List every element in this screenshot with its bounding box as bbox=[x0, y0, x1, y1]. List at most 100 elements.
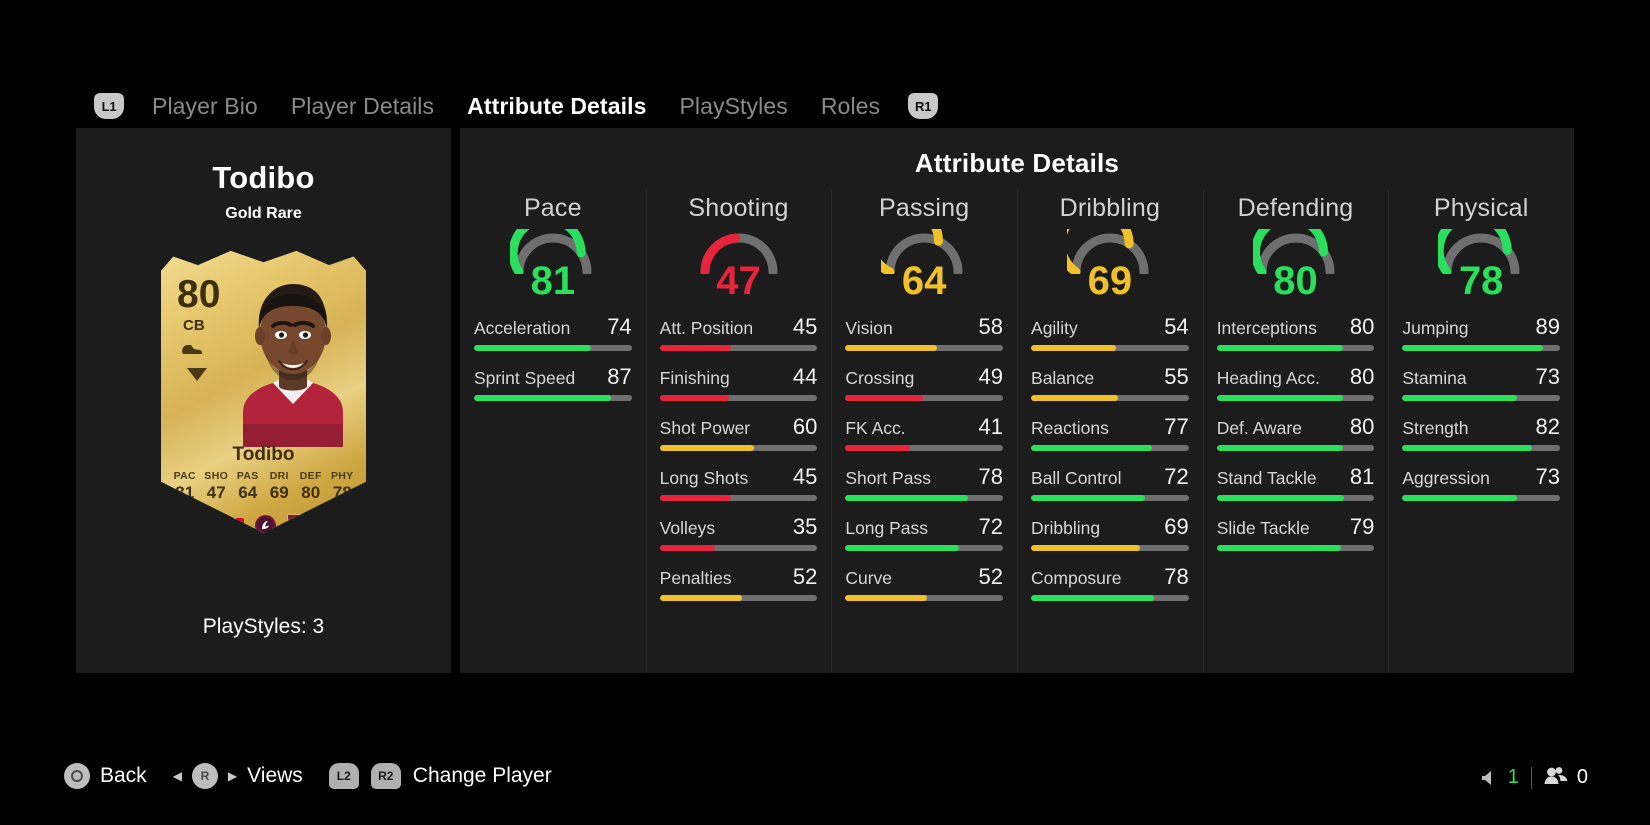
attribute-label: Short Pass bbox=[845, 468, 931, 488]
overall-value: 80 bbox=[1273, 259, 1318, 303]
attribute-label: Penalties bbox=[659, 568, 732, 588]
attribute-item: Shot Power 60 bbox=[659, 414, 818, 451]
attribute-value: 52 bbox=[792, 564, 818, 589]
attribute-bar-track bbox=[1216, 345, 1375, 351]
l1-bumper-icon: L1 bbox=[94, 93, 124, 119]
attribute-value: 89 bbox=[1535, 314, 1561, 339]
attribute-bar-track bbox=[1031, 545, 1189, 551]
attribute-bar-fill bbox=[659, 545, 715, 551]
divider bbox=[1530, 766, 1532, 789]
attribute-bar-track bbox=[845, 545, 1004, 551]
attribute-value: 77 bbox=[1164, 414, 1189, 439]
attribute-bar-track bbox=[1031, 445, 1189, 451]
attribute-bar-track bbox=[1402, 445, 1561, 451]
views-button[interactable]: ◀ R ▶ Views bbox=[173, 763, 303, 789]
attribute-value: 87 bbox=[607, 364, 632, 389]
player-item-card[interactable]: 80 CB bbox=[161, 250, 366, 533]
attribute-item: Ball Control 72 bbox=[1031, 464, 1189, 501]
speaker-icon bbox=[1479, 768, 1499, 788]
attribute-bar-fill bbox=[1216, 445, 1343, 451]
attribute-bar-fill bbox=[1216, 545, 1342, 551]
attribute-label: Def. Aware bbox=[1216, 418, 1302, 438]
nation-flag-icon bbox=[219, 517, 244, 533]
attribute-bar-track bbox=[659, 495, 818, 501]
attribute-bar-fill bbox=[659, 495, 731, 501]
attribute-column-defending: Defending 80 Interceptions 80 Heading Acc. 80… bbox=[1202, 190, 1389, 673]
attribute-bar-track bbox=[1216, 445, 1375, 451]
attribute-bar-track bbox=[1402, 495, 1561, 501]
back-button[interactable]: Back bbox=[64, 763, 147, 789]
attribute-label: Composure bbox=[1031, 568, 1122, 588]
column-title: Dribbling bbox=[1059, 194, 1161, 222]
attribute-value: 78 bbox=[978, 464, 1004, 489]
attribute-item: Slide Tackle 79 bbox=[1216, 514, 1375, 551]
playstyles-count: PlayStyles: 3 bbox=[202, 615, 325, 638]
player-rarity: Gold Rare bbox=[225, 205, 302, 222]
attribute-value: 72 bbox=[1164, 464, 1189, 489]
attribute-bar-track bbox=[659, 395, 818, 401]
attribute-bar-fill bbox=[1402, 445, 1532, 451]
attribute-column-pace: Pace 81 Acceleration 74 Sprint Speed 87 bbox=[460, 190, 646, 673]
attribute-label: Sprint Speed bbox=[474, 368, 576, 388]
club-crest-icon: WEST HAM bbox=[286, 514, 308, 533]
attribute-bar-track bbox=[1031, 595, 1189, 601]
attribute-value: 45 bbox=[792, 464, 818, 489]
attribute-bar-track bbox=[1216, 545, 1375, 551]
attribute-value: 74 bbox=[607, 314, 632, 339]
card-stat: PHY 78 bbox=[331, 470, 354, 502]
attribute-bar-track bbox=[474, 345, 632, 351]
attribute-label: Agility bbox=[1031, 318, 1078, 338]
attribute-bar-track bbox=[845, 345, 1004, 351]
r2-trigger-icon: R2 bbox=[370, 763, 401, 789]
attribute-label: Jumping bbox=[1402, 318, 1469, 338]
tab-attribute-details[interactable]: Attribute Details bbox=[467, 92, 647, 119]
overall-value: 47 bbox=[716, 259, 761, 303]
attribute-item: Balance 55 bbox=[1031, 364, 1189, 401]
attribute-item: Def. Aware 80 bbox=[1216, 414, 1375, 451]
attribute-bar-track bbox=[1402, 395, 1561, 401]
tab-player-details[interactable]: Player Details bbox=[290, 92, 435, 119]
attribute-column-physical: Physical 78 Jumping 89 Stamina 73 Strength 82 Ag… bbox=[1388, 190, 1574, 673]
tab-roles[interactable]: Roles bbox=[820, 92, 881, 119]
attribute-bar-fill bbox=[1031, 545, 1140, 551]
attribute-label: Aggression bbox=[1402, 468, 1490, 488]
change-player-label: Change Player bbox=[412, 764, 552, 787]
attribute-label: Long Pass bbox=[845, 518, 929, 538]
attribute-label: Interceptions bbox=[1216, 318, 1317, 338]
overall-gauge: 47 bbox=[660, 229, 818, 301]
attribute-item: Long Shots 45 bbox=[659, 464, 818, 501]
attribute-item: Reactions 77 bbox=[1031, 414, 1189, 451]
change-player-button[interactable]: L2 R2 Change Player bbox=[328, 763, 552, 789]
attribute-bar-track bbox=[1031, 395, 1189, 401]
attribute-bar-fill bbox=[845, 445, 910, 451]
attribute-value: 60 bbox=[792, 414, 818, 439]
tab-playstyles[interactable]: PlayStyles bbox=[679, 92, 788, 119]
attribute-value: 55 bbox=[1164, 364, 1189, 389]
attribute-item: Penalties 52 bbox=[659, 564, 818, 601]
attribute-item: FK Acc. 41 bbox=[845, 414, 1004, 451]
card-rating: 80 bbox=[177, 273, 221, 316]
speaker-count: 1 bbox=[1507, 766, 1519, 788]
attribute-item: Att. Position 45 bbox=[659, 314, 818, 351]
overall-value: 81 bbox=[530, 259, 576, 303]
attribute-label: Strength bbox=[1402, 418, 1469, 438]
attribute-bar-track bbox=[1031, 495, 1189, 501]
attribute-label: Long Shots bbox=[659, 468, 749, 488]
attribute-value: 80 bbox=[1349, 314, 1375, 339]
attribute-bar-track bbox=[659, 595, 818, 601]
tab-player-bio[interactable]: Player Bio bbox=[152, 92, 258, 119]
attribute-label: Curve bbox=[845, 568, 893, 588]
attribute-bar-fill bbox=[1031, 445, 1153, 451]
attribute-value: 73 bbox=[1535, 364, 1561, 389]
attribute-bar-track bbox=[1216, 495, 1375, 501]
attribute-item: Long Pass 72 bbox=[845, 514, 1004, 551]
attribute-value: 69 bbox=[1164, 514, 1189, 539]
players-icon bbox=[1544, 765, 1568, 790]
attribute-bar-fill bbox=[1402, 345, 1543, 351]
attribute-bar-fill bbox=[1216, 395, 1343, 401]
attribute-item: Curve 52 bbox=[845, 564, 1004, 601]
player-name: Todibo bbox=[212, 160, 315, 195]
attribute-bar-fill bbox=[1031, 345, 1117, 351]
circle-button-icon bbox=[64, 763, 90, 789]
view-tab-bar[interactable]: L1 Player Bio Player Details Attribute D… bbox=[0, 86, 1650, 126]
